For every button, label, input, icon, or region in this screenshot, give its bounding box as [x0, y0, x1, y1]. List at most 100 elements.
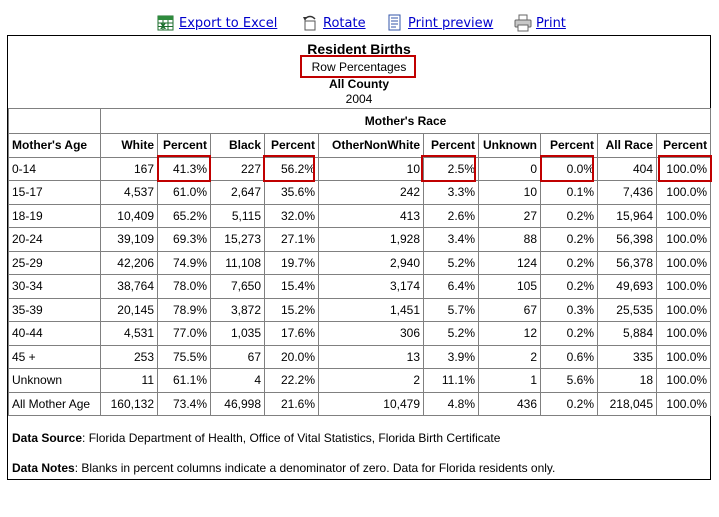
- table-row: All Mother Age 160,132 73.4% 46,998 21.6% 10,…: [8, 391, 712, 416]
- table-cell: 218,045: [597, 391, 657, 416]
- column-header: OtherNonWhite: [318, 133, 424, 158]
- report-title: Resident Births: [307, 41, 411, 57]
- row-label-cell: 0-14: [8, 156, 101, 181]
- export-to-excel-link[interactable]: Export to Excel: [179, 15, 278, 31]
- report-toolbar: X Export to Excel Rotate Print preview: [0, 13, 719, 33]
- print-preview-link[interactable]: Print preview: [408, 15, 494, 31]
- row-label-cell: 20-24: [8, 227, 101, 252]
- table-cell: 32.0%: [264, 203, 319, 228]
- data-source-note: Data Source: Florida Department of Healt…: [12, 431, 500, 445]
- table-cell: 4.8%: [423, 391, 479, 416]
- table-cell: 0.3%: [540, 297, 598, 322]
- table-cell: 1,451: [318, 297, 424, 322]
- table-cell: 413: [318, 203, 424, 228]
- export-to-excel-button[interactable]: X Export to Excel: [157, 13, 277, 33]
- table-cell: 0.2%: [540, 250, 598, 275]
- table-cell: 0.0%: [540, 156, 598, 181]
- row-label-cell: 30-34: [8, 274, 101, 299]
- table-cell: 18: [597, 368, 657, 393]
- data-notes-label: Data Notes: [12, 461, 75, 475]
- table-row: 25-29 42,206 74.9% 11,108 19.7% 2,940 5.2% 124 0…: [8, 250, 712, 275]
- table-cell: 56,398: [597, 227, 657, 252]
- table-cell: 77.0%: [157, 321, 211, 346]
- table-cell: 0.2%: [540, 321, 598, 346]
- table-cell: 3.9%: [423, 344, 479, 369]
- table-cell: 0.2%: [540, 391, 598, 416]
- table-cell: 35.6%: [264, 180, 319, 205]
- rotate-button[interactable]: Rotate: [301, 13, 366, 33]
- table-cell: 436: [478, 391, 541, 416]
- table-cell: 100.0%: [655, 227, 712, 252]
- table-cell: 56.2%: [264, 156, 319, 181]
- table-cell: 2,647: [210, 180, 265, 205]
- table-cell: 0.6%: [540, 344, 598, 369]
- table-cell: 0.1%: [540, 180, 598, 205]
- table-cell: 100.0%: [655, 180, 712, 205]
- table-cell: 61.0%: [157, 180, 211, 205]
- table-cell: 4: [210, 368, 265, 393]
- table-cell: 5.6%: [540, 368, 598, 393]
- column-header: Percent: [423, 133, 479, 158]
- table-cell: 1,035: [210, 321, 265, 346]
- report-container: Resident Births Row Percentages All Coun…: [7, 35, 712, 480]
- column-header: Black: [210, 133, 265, 158]
- print-link[interactable]: Print: [536, 15, 566, 31]
- svg-text:X: X: [160, 22, 167, 31]
- table-cell: 5.7%: [423, 297, 479, 322]
- column-header: Percent: [264, 133, 319, 158]
- column-header: All Race: [597, 133, 657, 158]
- table-cell: 75.5%: [157, 344, 211, 369]
- column-header: White: [100, 133, 158, 158]
- table-row: 30-34 38,764 78.0% 7,650 15.4% 3,174 6.4% 105 0.…: [8, 274, 712, 299]
- table-cell: 5,884: [597, 321, 657, 346]
- table-cell: 227: [210, 156, 265, 181]
- table-cell: 10: [478, 180, 541, 205]
- table-cell: 7,650: [210, 274, 265, 299]
- report-year: 2004: [345, 92, 373, 106]
- table-cell: 2.5%: [423, 156, 479, 181]
- table-cell: 3.3%: [423, 180, 479, 205]
- report-title-block: Resident Births Row Percentages All Coun…: [8, 36, 710, 108]
- table-cell: 56,378: [597, 250, 657, 275]
- column-header: Mother's Age: [8, 133, 101, 158]
- table-cell: 6.4%: [423, 274, 479, 299]
- rotate-link[interactable]: Rotate: [323, 15, 366, 31]
- group-header-spacer: [8, 108, 101, 134]
- table-cell: 38,764: [100, 274, 158, 299]
- table-cell: 78.9%: [157, 297, 211, 322]
- table-cell: 10: [318, 156, 424, 181]
- subtitle-highlight-box: [300, 55, 416, 78]
- table-cell: 2.6%: [423, 203, 479, 228]
- table-cell: 78.0%: [157, 274, 211, 299]
- column-header: Percent: [157, 133, 211, 158]
- table-cell: 167: [100, 156, 158, 181]
- table-cell: 15.4%: [264, 274, 319, 299]
- table-cell: 20.0%: [264, 344, 319, 369]
- table-cell: 11: [100, 368, 158, 393]
- table-cell: 100.0%: [655, 203, 712, 228]
- table-row: 35-39 20,145 78.9% 3,872 15.2% 1,451 5.7% 67 0.3…: [8, 297, 712, 322]
- table-cell: 0.2%: [540, 274, 598, 299]
- table-cell: 73.4%: [157, 391, 211, 416]
- table-cell: 100.0%: [655, 368, 712, 393]
- table-cell: 100.0%: [655, 250, 712, 275]
- table-cell: 105: [478, 274, 541, 299]
- row-label-cell: 35-39: [8, 297, 101, 322]
- table-cell: 335: [597, 344, 657, 369]
- table-cell: 100.0%: [655, 321, 712, 346]
- row-label-cell: 40-44: [8, 321, 101, 346]
- excel-icon: X: [157, 14, 175, 32]
- table-cell: 404: [597, 156, 657, 181]
- table-cell: 27: [478, 203, 541, 228]
- row-label-cell: All Mother Age: [8, 391, 101, 416]
- table-cell: 100.0%: [655, 391, 712, 416]
- table-cell: 3.4%: [423, 227, 479, 252]
- report-county: All County: [329, 77, 389, 91]
- table-cell: 10,409: [100, 203, 158, 228]
- table-row: 45 +253 75.5% 67 20.0% 13 3.9% 2 0.6% 335 100.0%: [8, 344, 712, 369]
- data-notes-note: Data Notes: Blanks in percent columns in…: [12, 461, 555, 475]
- print-preview-button[interactable]: Print preview: [386, 13, 493, 33]
- column-header-row: Mother's Age White Percent Black Percent…: [8, 133, 712, 158]
- print-button[interactable]: Print: [514, 13, 566, 33]
- data-source-label: Data Source: [12, 431, 83, 445]
